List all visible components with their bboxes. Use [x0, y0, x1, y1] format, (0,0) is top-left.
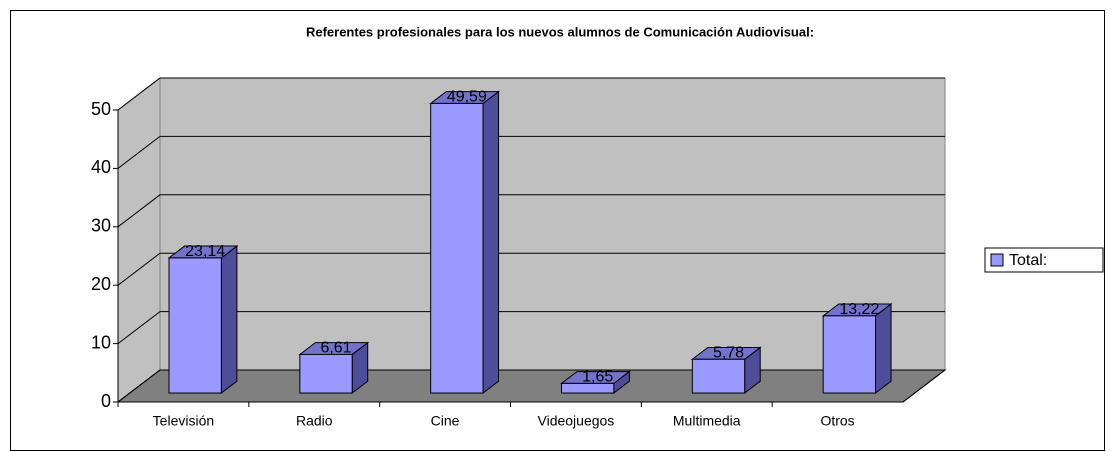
x-tick-label: Videojuegos [538, 413, 615, 429]
grid-line [117, 194, 945, 228]
bar [168, 257, 222, 394]
data-label: 13,22 [839, 301, 879, 318]
y-tick-label: 40 [91, 157, 111, 177]
y-tick-label: 50 [91, 99, 111, 119]
bar [299, 353, 353, 394]
bar-side [482, 90, 500, 395]
x-tick-label: Cine [431, 413, 460, 429]
grid-line [117, 369, 945, 403]
floor [116, 369, 947, 403]
bar [430, 102, 484, 394]
grid-line [117, 311, 945, 344]
bar-side [220, 245, 238, 395]
y-tick-label: 20 [91, 274, 111, 294]
chart-title: Referentes profesionales para los nuevos… [306, 24, 814, 39]
legend-label: Total: [1009, 252, 1047, 269]
data-label: 1,65 [582, 369, 613, 386]
data-label: 6,61 [320, 340, 351, 357]
x-tick-label: Televisión [153, 413, 214, 429]
grid-line [117, 135, 945, 169]
x-tick-label: Otros [820, 413, 854, 429]
grid-line [117, 252, 945, 286]
data-label: 49,59 [447, 89, 487, 106]
legend-swatch [990, 253, 1004, 267]
y-tick-label: 30 [91, 216, 111, 236]
side-wall [117, 76, 161, 404]
x-axis-depth [902, 369, 946, 403]
x-tick-label: Radio [296, 413, 333, 429]
bar [691, 358, 746, 394]
x-tick-label: Multimedia [673, 413, 741, 429]
bar [561, 382, 615, 394]
data-label: 23,14 [185, 243, 225, 260]
data-label: 5,78 [713, 345, 744, 362]
bar [822, 315, 877, 394]
legend-box [984, 247, 1104, 273]
y-tick-label: 0 [101, 391, 111, 411]
grid-line [117, 77, 945, 111]
y-tick-label: 10 [91, 332, 111, 352]
